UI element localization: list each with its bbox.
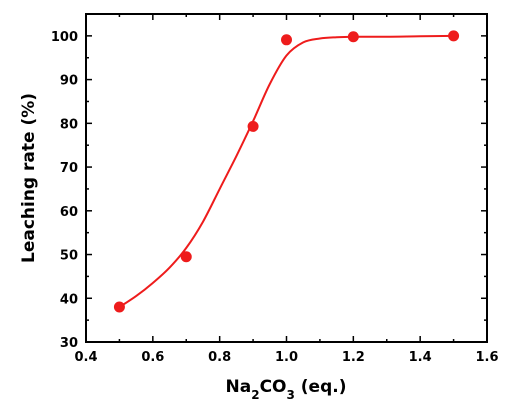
x-tick-label: 0.6 xyxy=(141,350,164,365)
y-tick-label: 40 xyxy=(60,292,78,307)
x-tick-label: 1.2 xyxy=(342,350,365,365)
plot-frame xyxy=(85,13,488,343)
data-point xyxy=(347,31,359,43)
data-points xyxy=(113,30,460,313)
fit-curve xyxy=(118,34,454,308)
x-tick-label: 1.0 xyxy=(275,350,298,365)
data-point xyxy=(247,120,259,132)
x-axis-title-mid: CO xyxy=(260,377,287,397)
y-tick-label: 90 xyxy=(60,74,78,89)
x-axis-title: Na2CO3 (eq.) xyxy=(226,377,347,402)
data-point xyxy=(113,301,125,313)
x-tick-label: 1.6 xyxy=(475,350,498,365)
axis-ticks xyxy=(85,13,488,343)
y-axis-title: Leaching rate (%) xyxy=(19,93,39,263)
y-tick-label: 30 xyxy=(60,336,78,351)
x-axis-title-sub1: 2 xyxy=(251,388,259,402)
y-tick-label: 80 xyxy=(60,117,78,132)
y-tick-label: 60 xyxy=(60,205,78,220)
data-point xyxy=(281,34,292,46)
data-point xyxy=(448,30,460,42)
x-tick-label: 0.8 xyxy=(208,350,231,365)
x-axis-title-main: Na xyxy=(226,377,252,397)
data-point xyxy=(180,251,192,263)
x-tick-label: 0.4 xyxy=(74,350,97,365)
x-axis-title-tail: (eq.) xyxy=(295,377,347,397)
y-tick-label: 50 xyxy=(60,249,78,264)
y-tick-label: 100 xyxy=(51,30,78,45)
y-tick-label: 70 xyxy=(60,161,78,176)
axis-tick-labels: 0.4 0.6 0.8 1.0 1.2 1.4 1.6 30 40 50 60 70 80 90 100 xyxy=(51,30,499,365)
x-tick-label: 1.4 xyxy=(409,350,432,365)
x-axis-title-sub2: 3 xyxy=(287,388,295,402)
